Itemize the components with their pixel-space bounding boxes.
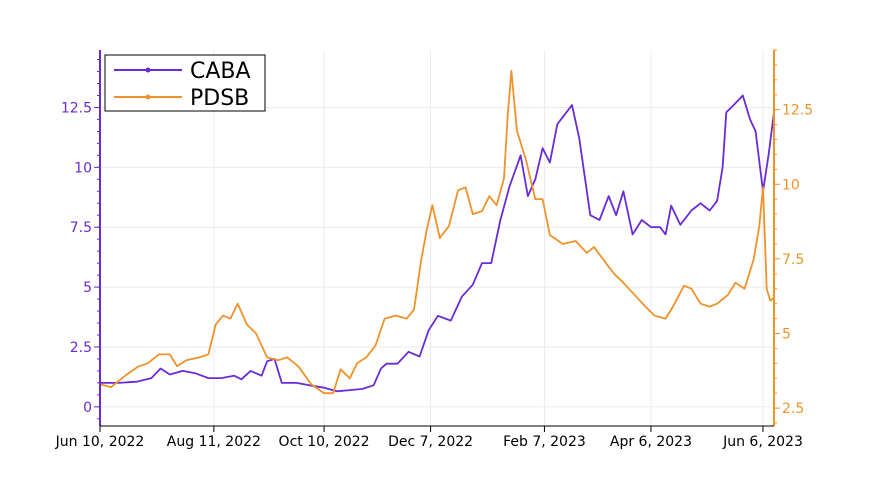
left-y-tick-label: 10: [74, 160, 92, 176]
legend-marker-caba: [145, 67, 151, 73]
x-tick-label: Apr 6, 2023: [610, 434, 692, 450]
left-y-tick-label: 0: [83, 400, 92, 416]
x-tick-label: Feb 7, 2023: [503, 434, 586, 450]
x-tick-label: Jun 10, 2022: [55, 434, 145, 450]
series-layer: [99, 70, 775, 395]
legend-box: [104, 54, 266, 112]
right-y-tick-label: 12.5: [782, 103, 813, 119]
left-y-tick-label: 12.5: [61, 100, 92, 116]
x-tick-label: Jun 6, 2023: [722, 434, 803, 450]
x-tick-label: Oct 10, 2022: [279, 434, 370, 450]
series-line-caba: [100, 94, 775, 393]
left-y-tick-label: 7.5: [70, 220, 92, 236]
legend-marker-pdsb: [145, 94, 151, 100]
left-y-tick-label: 5: [83, 280, 92, 296]
legend-label-pdsb: PDSB: [190, 86, 249, 111]
right-y-tick-label: 5: [782, 326, 791, 342]
right-y-tick-label: 7.5: [782, 252, 804, 268]
left-y-tick-label: 2.5: [70, 340, 92, 356]
series-line-pdsb: [99, 70, 775, 395]
right-y-tick-label: 2.5: [782, 401, 804, 417]
axes: Jun 10, 2022 Aug 11, 2022 Oct 10, 2022 Dec …: [55, 49, 813, 450]
x-tick-label: Dec 7, 2022: [388, 434, 473, 450]
right-y-tick-label: 10: [782, 177, 800, 193]
grid-lines: [99, 50, 774, 426]
x-tick-label: Aug 11, 2022: [167, 434, 261, 450]
legend-label-caba: CABA: [190, 59, 251, 84]
